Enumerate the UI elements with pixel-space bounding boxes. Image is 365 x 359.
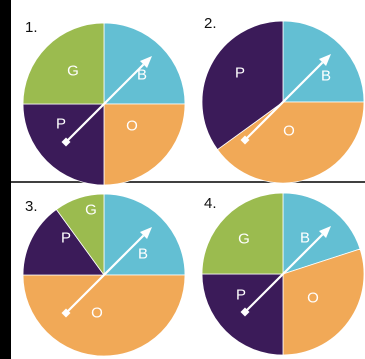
slice-label-p: P — [56, 116, 66, 133]
slice-label-g: G — [85, 202, 97, 219]
slice-label-b: B — [138, 246, 148, 263]
slice-label-p: P — [61, 230, 71, 247]
spinner-2: B O P — [202, 21, 364, 183]
slice-label-o: O — [307, 290, 319, 307]
spinner-4: B O P G — [202, 193, 364, 355]
slice-label-b: B — [321, 68, 331, 85]
slice-label-p: P — [236, 287, 246, 304]
slice-o — [23, 275, 185, 356]
panel-number-1: 1. — [24, 20, 39, 35]
slice-label-b: B — [300, 230, 310, 247]
slice-label-o: O — [126, 118, 138, 135]
panel-number-2: 2. — [203, 16, 218, 31]
panel-number-4: 4. — [203, 196, 218, 211]
slice-o — [104, 104, 185, 185]
spinner-3: B O PG — [23, 194, 185, 356]
slice-label-p: P — [235, 65, 245, 82]
panel-number-3: 3. — [24, 199, 39, 214]
slice-label-o: O — [91, 305, 103, 322]
slice-label-o: O — [283, 123, 295, 140]
slice-label-g: G — [238, 231, 250, 248]
slice-label-g: G — [67, 63, 79, 80]
